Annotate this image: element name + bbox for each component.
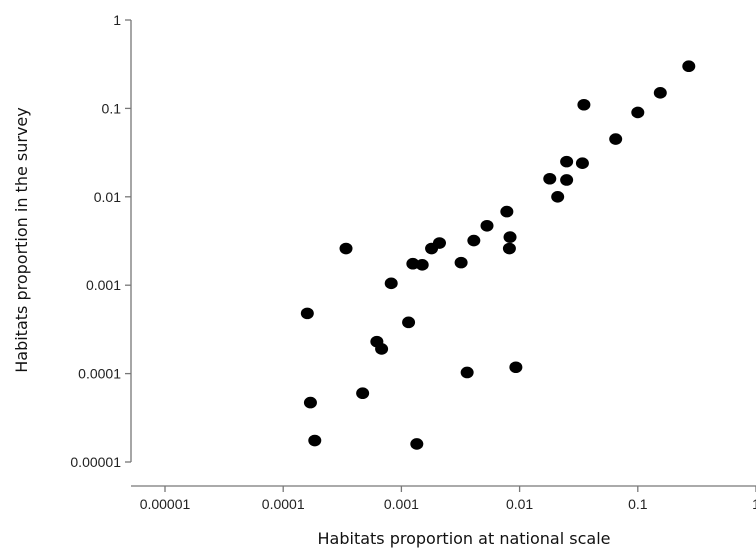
x-tick-label: 0.1 bbox=[628, 496, 648, 512]
data-point bbox=[509, 361, 523, 374]
data-point bbox=[609, 133, 623, 145]
y-tick-label: 0.01 bbox=[94, 189, 121, 205]
data-point bbox=[308, 434, 322, 447]
y-axis-title: Habitats proportion in the survey bbox=[12, 107, 31, 373]
data-point bbox=[575, 157, 589, 169]
data-point bbox=[502, 242, 516, 255]
data-points bbox=[300, 60, 696, 450]
data-point bbox=[467, 234, 481, 247]
x-tick-label: 0.001 bbox=[384, 496, 419, 512]
data-point bbox=[631, 106, 645, 119]
data-point bbox=[454, 256, 468, 269]
data-point bbox=[460, 366, 474, 379]
data-point bbox=[406, 257, 420, 270]
data-point bbox=[503, 231, 517, 243]
data-point bbox=[682, 60, 696, 73]
x-axis-title: Habitats proportion at national scale bbox=[318, 529, 611, 548]
data-point bbox=[375, 343, 389, 355]
data-point bbox=[339, 242, 353, 255]
x-tick-label: 1 bbox=[752, 496, 756, 512]
x-tick-label: 0.0001 bbox=[262, 496, 305, 512]
y-tick-label: 0.00001 bbox=[70, 454, 121, 470]
data-point bbox=[384, 277, 398, 290]
data-point bbox=[543, 172, 557, 185]
y-tick-label: 0.1 bbox=[102, 100, 122, 116]
data-point bbox=[560, 174, 574, 186]
data-point bbox=[653, 87, 667, 99]
data-point bbox=[303, 396, 317, 409]
data-point bbox=[480, 219, 494, 232]
data-point bbox=[300, 307, 314, 320]
data-point bbox=[402, 316, 416, 329]
data-point bbox=[356, 387, 370, 400]
y-axis: 0.00001 0.0001 0.001 0.01 0.1 1 bbox=[70, 12, 132, 470]
data-point bbox=[410, 438, 424, 450]
data-point bbox=[577, 98, 591, 111]
data-point bbox=[500, 205, 514, 218]
x-tick-label: 0.00001 bbox=[140, 496, 191, 512]
x-axis: 0.00001 0.0001 0.001 0.01 0.1 1 bbox=[131, 485, 756, 512]
y-tick-label: 0.0001 bbox=[78, 366, 121, 382]
data-point bbox=[425, 242, 439, 255]
data-point bbox=[551, 191, 565, 203]
x-tick-label: 0.01 bbox=[506, 496, 533, 512]
data-point bbox=[560, 155, 574, 168]
y-tick-label: 1 bbox=[113, 12, 121, 28]
y-tick-label: 0.001 bbox=[86, 277, 121, 293]
